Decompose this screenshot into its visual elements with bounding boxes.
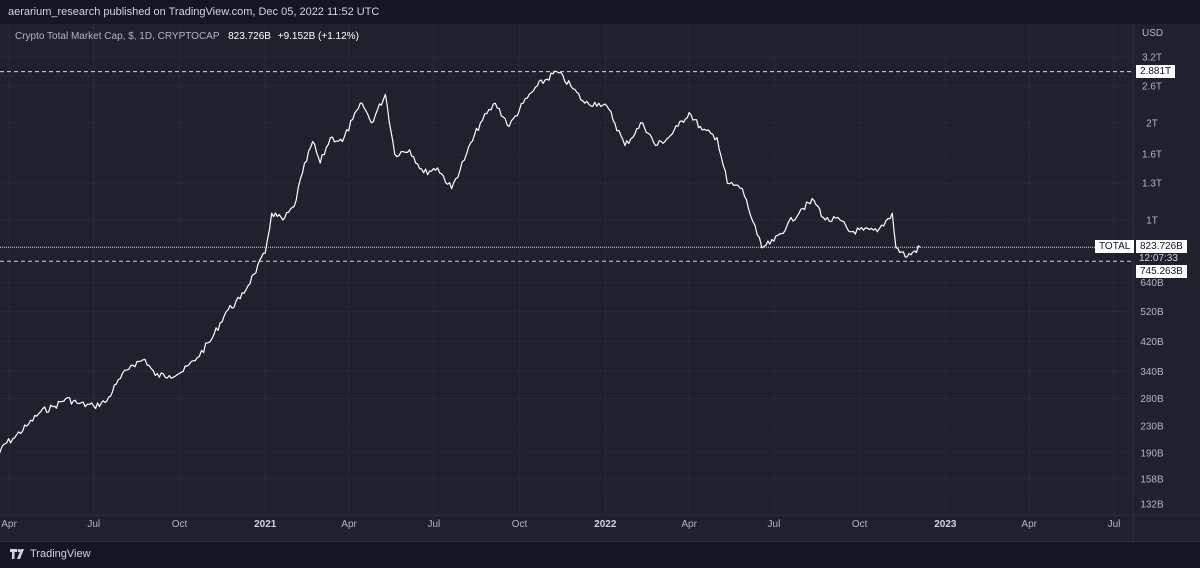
- symbol-price-tag: TOTAL: [1095, 240, 1135, 254]
- brand-label: TradingView: [30, 548, 91, 560]
- x-tick-label: Jul: [1108, 519, 1121, 530]
- x-tick-label: Jul: [87, 519, 100, 530]
- x-tick-label: Oct: [852, 519, 868, 530]
- price-chart[interactable]: Apr Jul Oct 2021 Apr Jul Oct 2022 Apr Jul Oct 2023 A…: [0, 24, 1200, 541]
- x-tick-label: Jul: [768, 519, 781, 530]
- y-tick-label: 1T: [1146, 216, 1158, 227]
- y-tick-label: 158B: [1140, 474, 1164, 485]
- legend-value: 823.726B: [228, 31, 271, 42]
- currency-label[interactable]: USD: [1142, 28, 1164, 39]
- published-header: aerarium_research published on TradingVi…: [0, 0, 1200, 25]
- bar-countdown-label: 12:07:33: [1139, 253, 1178, 265]
- y-tick-label: 420B: [1140, 337, 1164, 348]
- published-text: aerarium_research published on TradingVi…: [8, 6, 380, 18]
- footer: TradingView: [0, 541, 1200, 568]
- y-tick-label: 520B: [1140, 307, 1164, 318]
- x-tick-label: Jul: [427, 519, 440, 530]
- legend-change: +9.152B (+1.12%): [277, 31, 359, 42]
- chart-area[interactable]: Apr Jul Oct 2021 Apr Jul Oct 2022 Apr Jul Oct 2023 A…: [0, 24, 1200, 541]
- x-tick-label: Apr: [1021, 519, 1037, 530]
- x-tick-label: Oct: [512, 519, 528, 530]
- low-level-label: 745.263B: [1136, 265, 1187, 279]
- symbol-title: Crypto Total Market Cap, $, 1D, CRYPTOCA…: [15, 31, 220, 42]
- y-tick-label: 2T: [1146, 118, 1158, 129]
- x-tick-label: 2021: [254, 519, 277, 530]
- tradingview-logo-icon: [10, 549, 24, 559]
- tradingview-brand[interactable]: TradingView: [10, 548, 91, 560]
- x-tick-label: Oct: [172, 519, 188, 530]
- y-tick-label: 340B: [1140, 367, 1164, 378]
- y-tick-label: 132B: [1140, 500, 1164, 511]
- y-tick-label: 640B: [1140, 278, 1164, 289]
- y-tick-label: 280B: [1140, 394, 1164, 405]
- x-tick-label: 2022: [594, 519, 617, 530]
- ath-price-label: 2.881T: [1136, 64, 1176, 78]
- y-tick-label: 230B: [1140, 422, 1164, 433]
- last-price-label: 823.726B: [1136, 240, 1187, 254]
- x-tick-label: Apr: [681, 519, 697, 530]
- series-line: [0, 70, 921, 454]
- x-tick-label: Apr: [341, 519, 357, 530]
- y-tick-label: 1.3T: [1142, 179, 1162, 190]
- y-tick-label: 190B: [1140, 448, 1164, 459]
- y-tick-label: 1.6T: [1142, 150, 1162, 161]
- symbol-legend: Crypto Total Market Cap, $, 1D, CRYPTOCA…: [15, 31, 359, 42]
- y-tick-label: 3.2T: [1142, 52, 1162, 63]
- x-tick-label: Apr: [1, 519, 17, 530]
- y-tick-label: 2.6T: [1142, 81, 1162, 92]
- x-tick-label: 2023: [934, 519, 957, 530]
